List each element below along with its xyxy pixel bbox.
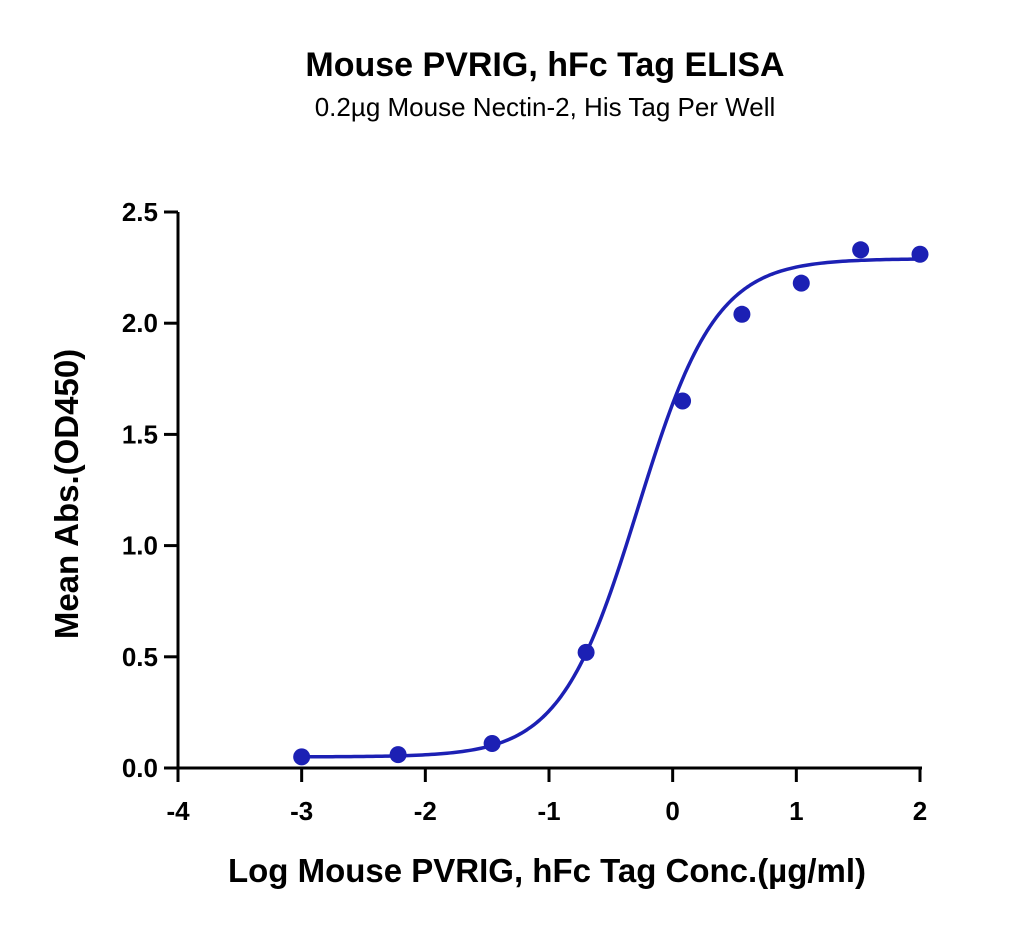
x-axis-label: Log Mouse PVRIG, hFc Tag Conc.(µg/ml) xyxy=(228,852,866,889)
y-tick-label: 0.0 xyxy=(122,753,158,783)
y-axis-label: Mean Abs.(OD450) xyxy=(48,349,85,639)
x-tick-label: -2 xyxy=(414,796,437,826)
data-point xyxy=(733,305,751,323)
y-tick-label: 0.5 xyxy=(122,642,158,672)
x-tick-label: 2 xyxy=(913,796,927,826)
data-point xyxy=(911,245,929,263)
data-points-layer xyxy=(293,241,929,766)
fit-curve-line xyxy=(299,257,922,759)
y-tick-label: 1.5 xyxy=(122,419,158,449)
y-tick-label: 2.5 xyxy=(122,197,158,227)
x-tick-label: -1 xyxy=(537,796,560,826)
y-tick-label: 1.0 xyxy=(122,531,158,561)
x-tick-label: 1 xyxy=(789,796,803,826)
chart-title: Mouse PVRIG, hFc Tag ELISA xyxy=(305,46,784,84)
data-point xyxy=(674,392,692,410)
data-point xyxy=(293,748,311,766)
axes xyxy=(176,212,922,770)
chart-subtitle: 0.2µg Mouse Nectin-2, His Tag Per Well xyxy=(315,92,776,122)
x-tick-label: -4 xyxy=(166,796,190,826)
data-point xyxy=(792,274,810,292)
y-tick-label: 2.0 xyxy=(122,308,158,338)
axis-ticks: -4 -3 -2 -1 0 1 2 0.0 0.5 1.0 1.5 2.0 2.5 xyxy=(122,197,927,826)
data-point xyxy=(483,735,501,753)
x-tick-label: 0 xyxy=(665,796,679,826)
data-point xyxy=(577,643,595,661)
data-point xyxy=(389,746,407,764)
data-point xyxy=(852,241,870,259)
fit-curve-layer xyxy=(299,257,922,759)
x-tick-label: -3 xyxy=(290,796,313,826)
